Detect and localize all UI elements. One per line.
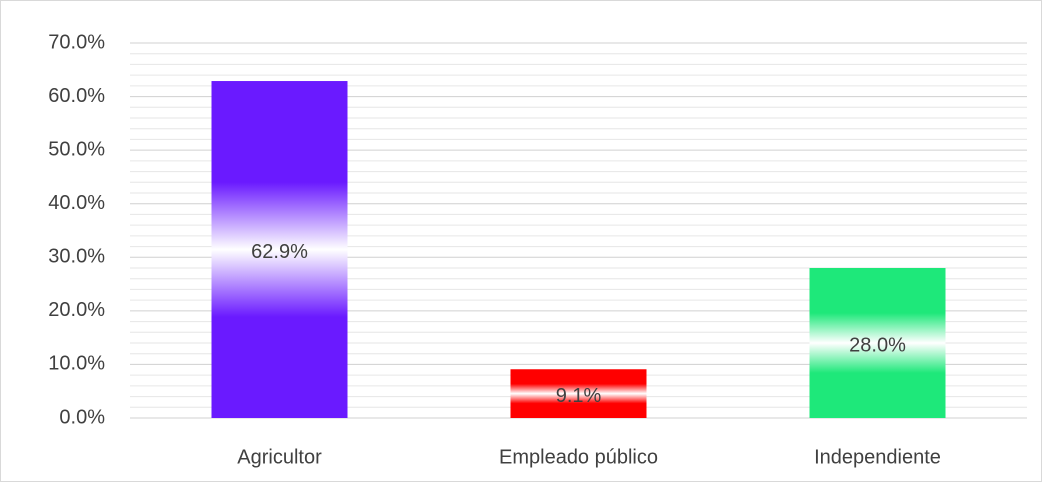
bar bbox=[510, 369, 647, 418]
bar bbox=[809, 268, 946, 418]
data-label: 62.9% bbox=[251, 241, 308, 263]
y-tick-label: 50.0% bbox=[48, 138, 105, 160]
y-tick-label: 0.0% bbox=[59, 406, 105, 428]
y-tick-label: 70.0% bbox=[48, 31, 105, 53]
y-tick-label: 10.0% bbox=[48, 353, 105, 375]
data-label: 9.1% bbox=[556, 385, 602, 407]
y-tick-label: 30.0% bbox=[48, 246, 105, 268]
y-tick-label: 60.0% bbox=[48, 85, 105, 107]
x-tick-label: Empleado público bbox=[499, 446, 658, 468]
bar bbox=[211, 81, 348, 419]
x-tick-label: Agricultor bbox=[237, 446, 322, 468]
x-tick-label: Independiente bbox=[814, 446, 941, 468]
data-label: 28.0% bbox=[849, 334, 906, 356]
y-tick-label: 20.0% bbox=[48, 299, 105, 321]
y-tick-label: 40.0% bbox=[48, 192, 105, 214]
